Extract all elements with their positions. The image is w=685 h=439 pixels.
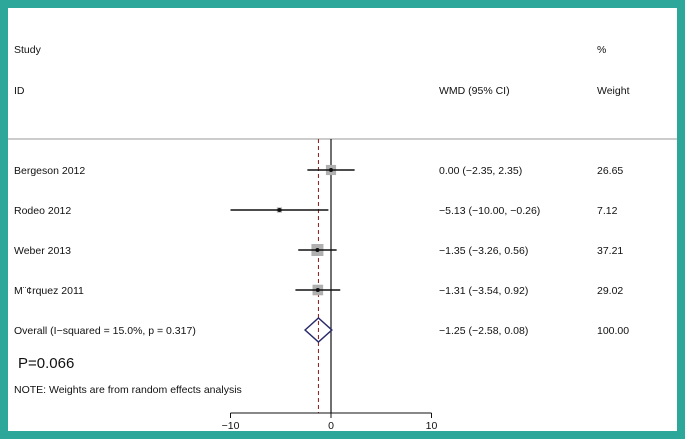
point-estimate-marker bbox=[277, 208, 282, 212]
point-estimate-marker bbox=[315, 248, 320, 252]
study-ci-text: −5.13 (−10.00, −0.26) bbox=[439, 205, 541, 217]
overall-diamond bbox=[303, 316, 333, 344]
study-weight: 26.65 bbox=[597, 165, 624, 177]
study-label: M¨¢rquez 2011 bbox=[14, 285, 84, 297]
p-value-annotation: P=0.066 bbox=[18, 355, 75, 372]
point-estimate-marker bbox=[329, 168, 333, 172]
x-tick-label: 10 bbox=[426, 420, 438, 431]
point-estimate-marker bbox=[315, 288, 320, 292]
forest-plot-panel: Study ID WMD (95% CI) % Weight Bergeson … bbox=[8, 8, 677, 431]
header-effect: WMD (95% CI) bbox=[439, 85, 510, 97]
study-weight: 37.21 bbox=[597, 245, 624, 257]
overall-label: Overall (I−squared = 15.0%, p = 0.317) bbox=[14, 325, 196, 337]
forest-plot-graphic: −10 0 10 bbox=[8, 138, 677, 431]
header-study: Study bbox=[14, 44, 41, 56]
footnote: NOTE: Weights are from random effects an… bbox=[14, 384, 242, 396]
study-label: Weber 2013 bbox=[14, 245, 72, 257]
overall-ci-text: −1.25 (−2.58, 0.08) bbox=[439, 325, 529, 337]
study-ci-text: −1.31 (−3.54, 0.92) bbox=[439, 285, 529, 297]
study-label: Rodeo 2012 bbox=[14, 205, 72, 217]
header-percent: % bbox=[597, 44, 607, 56]
study-weight: 29.02 bbox=[597, 285, 624, 297]
study-ci-text: −1.35 (−3.26, 0.56) bbox=[439, 245, 529, 257]
study-weight: 7.12 bbox=[597, 205, 618, 217]
x-tick-label: −10 bbox=[222, 420, 240, 431]
overall-weight: 100.00 bbox=[597, 325, 630, 337]
header-weight: Weight bbox=[597, 85, 630, 97]
header-id: ID bbox=[14, 85, 25, 97]
x-tick-label: 0 bbox=[328, 420, 334, 431]
study-label: Bergeson 2012 bbox=[14, 165, 86, 177]
study-ci-text: 0.00 (−2.35, 2.35) bbox=[439, 165, 523, 177]
